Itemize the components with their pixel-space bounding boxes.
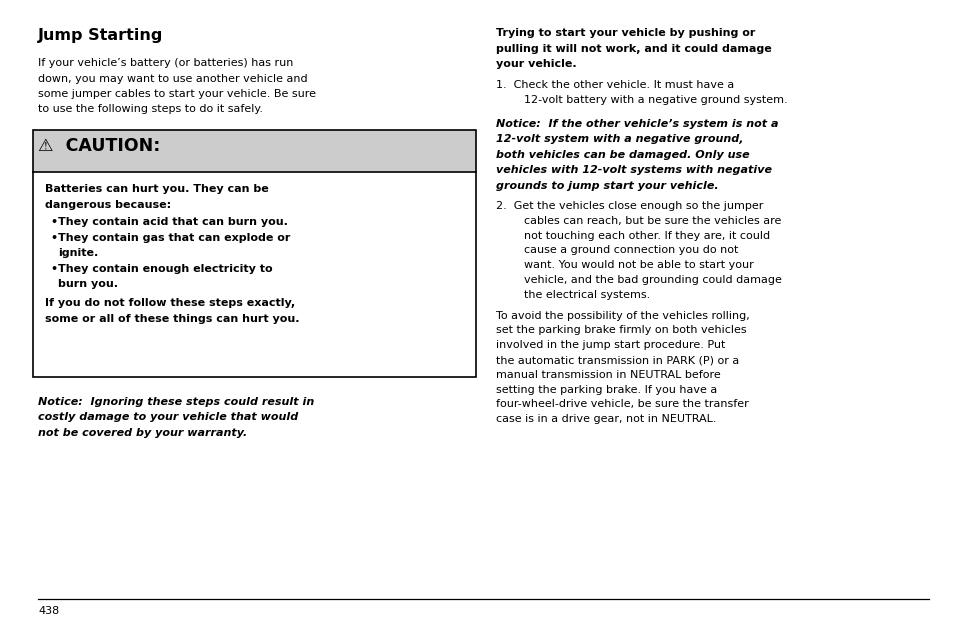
Text: case is in a drive gear, not in NEUTRAL.: case is in a drive gear, not in NEUTRAL.	[496, 414, 716, 424]
Text: Notice:  If the other vehicle’s system is not a: Notice: If the other vehicle’s system is…	[496, 118, 778, 128]
Text: burn you.: burn you.	[58, 279, 118, 289]
Text: Batteries can hurt you. They can be: Batteries can hurt you. They can be	[45, 184, 269, 194]
Text: some jumper cables to start your vehicle. Be sure: some jumper cables to start your vehicle…	[38, 89, 315, 99]
Text: They contain enough electricity to: They contain enough electricity to	[58, 263, 273, 273]
Text: 12-volt battery with a negative ground system.: 12-volt battery with a negative ground s…	[523, 95, 787, 105]
Text: costly damage to your vehicle that would: costly damage to your vehicle that would	[38, 413, 298, 422]
Text: •: •	[50, 233, 57, 242]
Text: down, you may want to use another vehicle and: down, you may want to use another vehicl…	[38, 74, 307, 83]
Text: the electrical systems.: the electrical systems.	[523, 290, 650, 300]
Text: set the parking brake firmly on both vehicles: set the parking brake firmly on both veh…	[496, 326, 746, 335]
Text: not touching each other. If they are, it could: not touching each other. If they are, it…	[523, 231, 769, 240]
Text: want. You would not be able to start your: want. You would not be able to start you…	[523, 260, 753, 270]
Text: involved in the jump start procedure. Put: involved in the jump start procedure. Pu…	[496, 340, 724, 350]
Text: Jump Starting: Jump Starting	[38, 28, 163, 43]
Text: 438: 438	[38, 606, 59, 616]
Text: four-wheel-drive vehicle, be sure the transfer: four-wheel-drive vehicle, be sure the tr…	[496, 399, 748, 410]
Text: vehicles with 12-volt systems with negative: vehicles with 12-volt systems with negat…	[496, 165, 771, 175]
Text: If your vehicle’s battery (or batteries) has run: If your vehicle’s battery (or batteries)…	[38, 58, 294, 68]
Text: Trying to start your vehicle by pushing or: Trying to start your vehicle by pushing …	[496, 28, 755, 38]
Text: If you do not follow these steps exactly,: If you do not follow these steps exactly…	[45, 298, 294, 308]
Text: cause a ground connection you do not: cause a ground connection you do not	[523, 245, 738, 256]
Text: vehicle, and the bad grounding could damage: vehicle, and the bad grounding could dam…	[523, 275, 781, 285]
Text: the automatic transmission in PARK (P) or a: the automatic transmission in PARK (P) o…	[496, 355, 739, 365]
Text: some or all of these things can hurt you.: some or all of these things can hurt you…	[45, 314, 299, 324]
Text: not be covered by your warranty.: not be covered by your warranty.	[38, 428, 247, 438]
Text: setting the parking brake. If you have a: setting the parking brake. If you have a	[496, 385, 717, 394]
Text: ⚠  CAUTION:: ⚠ CAUTION:	[38, 137, 160, 155]
Text: •: •	[50, 217, 57, 227]
Text: Notice:  Ignoring these steps could result in: Notice: Ignoring these steps could resul…	[38, 397, 314, 407]
Text: •: •	[50, 263, 57, 273]
Bar	[33, 172, 476, 377]
Text: dangerous because:: dangerous because:	[45, 200, 171, 209]
Text: your vehicle.: your vehicle.	[496, 59, 576, 69]
Text: manual transmission in NEUTRAL before: manual transmission in NEUTRAL before	[496, 370, 720, 380]
Bar	[33, 130, 476, 172]
Text: both vehicles can be damaged. Only use: both vehicles can be damaged. Only use	[496, 149, 749, 160]
Bar	[33, 130, 476, 377]
Text: grounds to jump start your vehicle.: grounds to jump start your vehicle.	[496, 181, 718, 191]
Text: to use the following steps to do it safely.: to use the following steps to do it safe…	[38, 104, 263, 114]
Text: They contain acid that can burn you.: They contain acid that can burn you.	[58, 217, 288, 227]
Text: 12-volt system with a negative ground,: 12-volt system with a negative ground,	[496, 134, 742, 144]
Text: They contain gas that can explode or: They contain gas that can explode or	[58, 233, 290, 242]
Text: 2.  Get the vehicles close enough so the jumper: 2. Get the vehicles close enough so the …	[496, 201, 762, 211]
Text: cables can reach, but be sure the vehicles are: cables can reach, but be sure the vehicl…	[523, 216, 781, 226]
Text: ignite.: ignite.	[58, 248, 98, 258]
Text: pulling it will not work, and it could damage: pulling it will not work, and it could d…	[496, 43, 771, 53]
Text: To avoid the possibility of the vehicles rolling,: To avoid the possibility of the vehicles…	[496, 310, 749, 321]
Text: 1.  Check the other vehicle. It must have a: 1. Check the other vehicle. It must have…	[496, 80, 734, 90]
